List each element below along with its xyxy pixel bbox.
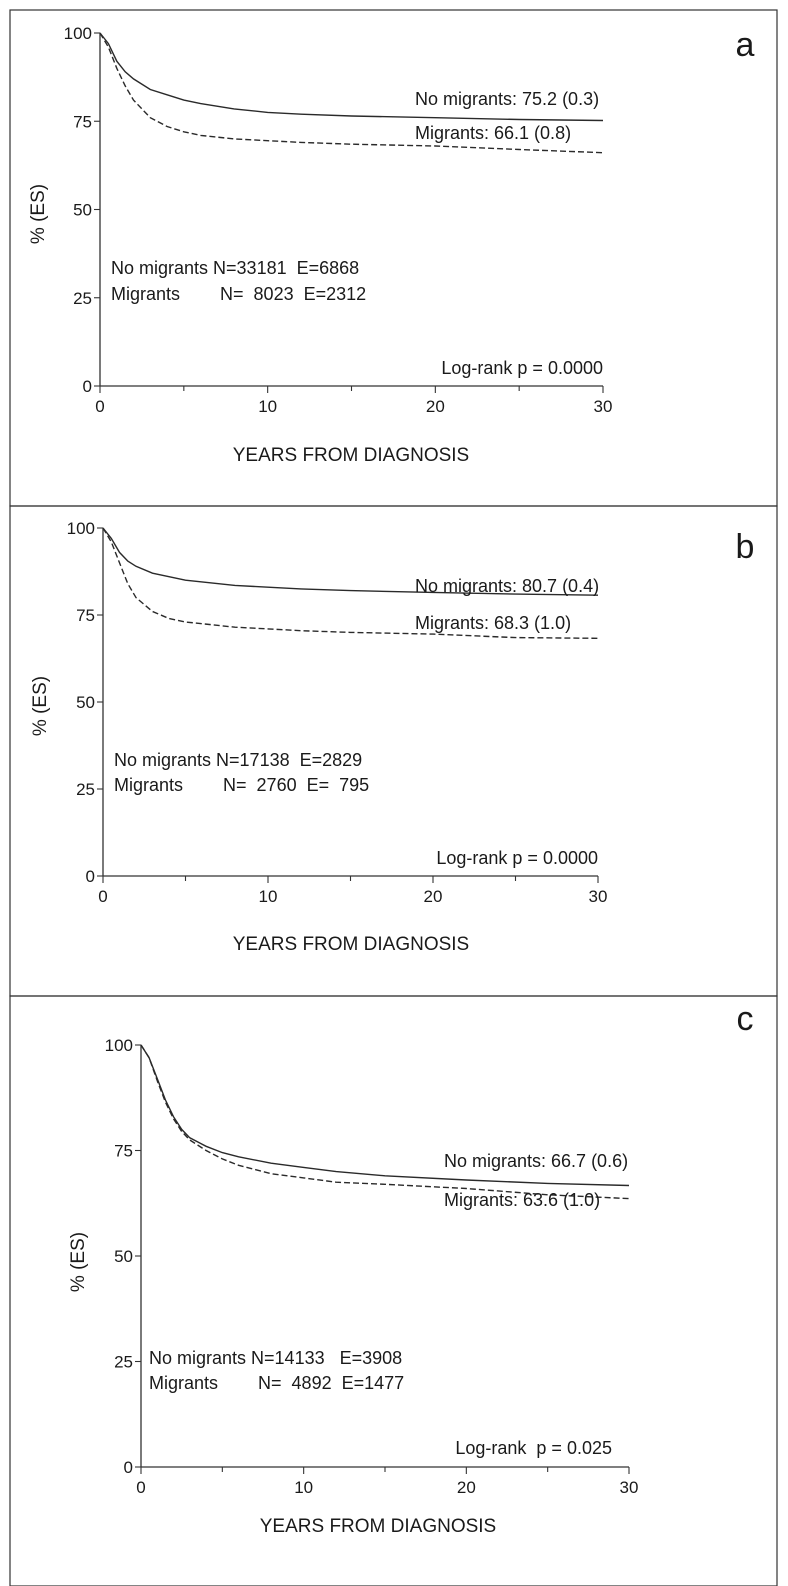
x-tick-label: 0 (95, 397, 104, 416)
x-tick-label: 0 (98, 887, 107, 906)
y-axis-label: % (ES) (28, 184, 49, 244)
chart-panel-c: c 0 25 50 75 100 0 10 20 30 % (ES) YEARS FROM DIAGN… (9, 995, 778, 1586)
y-tick-label: 0 (86, 867, 95, 886)
y-tick-label: 100 (67, 519, 95, 538)
y-tick-label: 75 (76, 606, 95, 625)
series-line-migrants (102, 527, 599, 639)
y-tick-label: 100 (64, 24, 92, 43)
panel-label: c (737, 1000, 754, 1038)
series-line-migrants (99, 32, 604, 154)
panel-frame (9, 995, 778, 1586)
y-tick-label: 50 (114, 1247, 133, 1266)
y-tick-label: 25 (76, 780, 95, 799)
x-tick-label: 20 (426, 397, 445, 416)
x-tick-label: 30 (589, 887, 608, 906)
curve-annotation: Migrants: 68.3 (1.0) (415, 613, 571, 633)
chart-panel-b: b 0 25 50 75 100 0 10 20 30 % (ES) YEARS FROM DIAGN… (9, 505, 778, 997)
x-tick-label: 10 (294, 1478, 313, 1497)
y-tick-label: 75 (114, 1142, 133, 1161)
count-label: Migrants N= 4892 E=1477 (149, 1373, 404, 1393)
logrank-label: Log-rank p = 0.0000 (436, 848, 598, 868)
y-axis-label: % (ES) (68, 1232, 89, 1292)
series-line-migrants (140, 1044, 630, 1200)
count-label: Migrants N= 8023 E=2312 (111, 284, 366, 304)
series-line-no-migrants (140, 1044, 630, 1187)
y-tick-label: 75 (73, 112, 92, 131)
count-label: Migrants N= 2760 E= 795 (114, 775, 369, 795)
panel-label: a (736, 26, 755, 64)
series-line-no-migrants (102, 527, 599, 596)
x-tick-label: 20 (457, 1478, 476, 1497)
count-label: No migrants N=17138 E=2829 (114, 750, 362, 770)
y-tick-label: 50 (73, 201, 92, 220)
x-axis-label: YEARS FROM DIAGNOSIS (233, 445, 469, 466)
x-tick-label: 20 (424, 887, 443, 906)
count-label: No migrants N=33181 E=6868 (111, 258, 359, 278)
curve-annotation: No migrants: 66.7 (0.6) (444, 1151, 628, 1171)
panel-label: b (736, 528, 755, 566)
logrank-label: Log-rank p = 0.0000 (441, 358, 603, 378)
y-tick-label: 0 (83, 377, 92, 396)
x-tick-label: 30 (620, 1478, 639, 1497)
y-tick-label: 100 (105, 1036, 133, 1055)
x-tick-label: 0 (136, 1478, 145, 1497)
y-tick-label: 25 (73, 289, 92, 308)
curve-annotation: Migrants: 63.6 (1.0) (444, 1190, 600, 1210)
count-label: No migrants N=14133 E=3908 (149, 1348, 402, 1368)
x-tick-label: 10 (259, 887, 278, 906)
series-line-no-migrants (99, 32, 604, 122)
x-tick-label: 30 (594, 397, 613, 416)
x-tick-label: 10 (258, 397, 277, 416)
y-tick-label: 50 (76, 693, 95, 712)
y-tick-label: 25 (114, 1353, 133, 1372)
logrank-label: Log-rank p = 0.025 (455, 1438, 612, 1458)
curve-annotation: No migrants: 80.7 (0.4) (415, 576, 599, 596)
x-axis-label: YEARS FROM DIAGNOSIS (260, 1516, 496, 1537)
y-tick-label: 0 (124, 1458, 133, 1477)
curve-annotation: Migrants: 66.1 (0.8) (415, 123, 571, 143)
y-axis-label: % (ES) (30, 676, 51, 736)
chart-panel-a: a 0 25 50 75 100 0 10 20 30 % (ES) YEARS FROM DIAGN… (9, 9, 778, 507)
curve-annotation: No migrants: 75.2 (0.3) (415, 89, 599, 109)
x-axis-label: YEARS FROM DIAGNOSIS (233, 934, 469, 955)
